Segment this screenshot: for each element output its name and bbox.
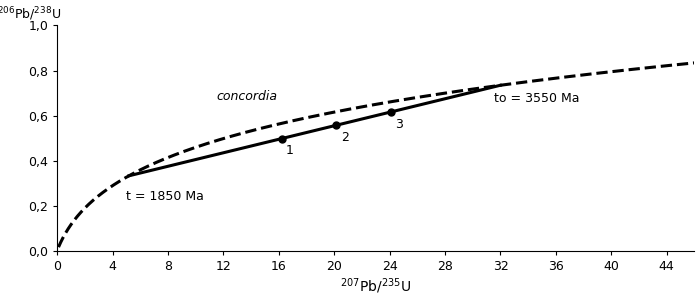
Text: 2: 2 bbox=[341, 131, 349, 144]
Text: concordia: concordia bbox=[216, 90, 277, 103]
Text: 3: 3 bbox=[395, 117, 403, 130]
Text: $^{206}$Pb/$^{238}$U: $^{206}$Pb/$^{238}$U bbox=[0, 6, 61, 23]
X-axis label: $^{207}$Pb/$^{235}$U: $^{207}$Pb/$^{235}$U bbox=[340, 277, 411, 297]
Text: t = 1850 Ma: t = 1850 Ma bbox=[127, 190, 204, 203]
Text: 1: 1 bbox=[286, 144, 294, 157]
Text: to = 3550 Ma: to = 3550 Ma bbox=[494, 92, 579, 105]
